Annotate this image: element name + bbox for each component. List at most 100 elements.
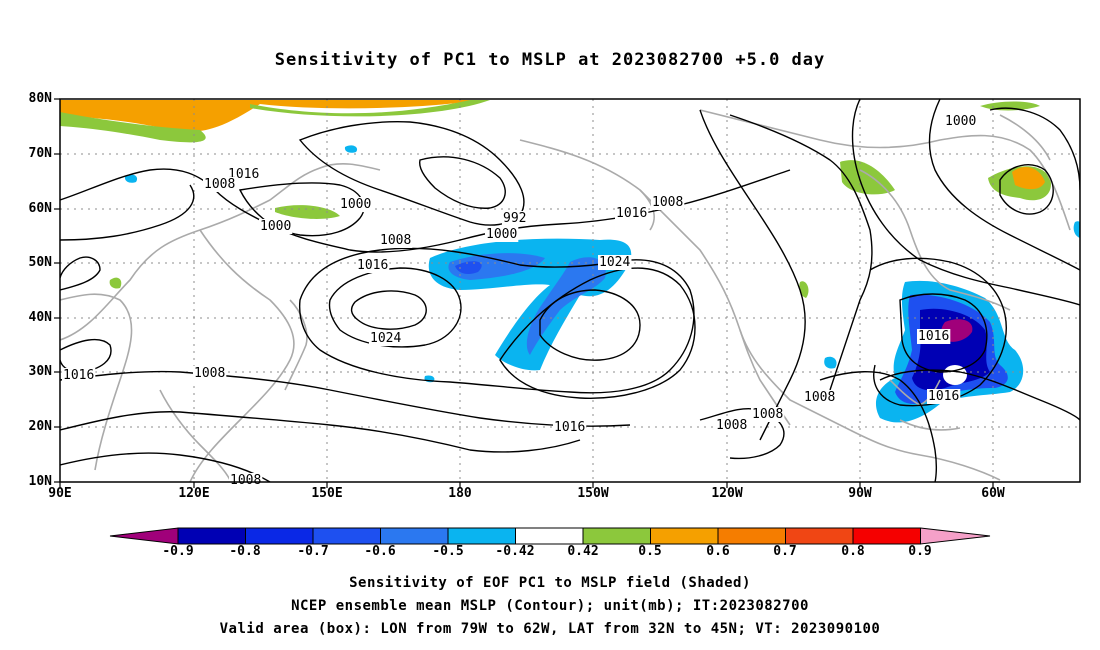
lat-tick-label: 60N bbox=[28, 201, 52, 216]
contour-label: 1000 bbox=[260, 219, 291, 234]
lon-tick-label: 180 bbox=[448, 486, 472, 501]
shade-orange-greenland bbox=[1012, 167, 1045, 190]
colorbar-swatch bbox=[447, 527, 516, 545]
colorbar-swatch bbox=[920, 527, 991, 545]
colorbar-label: -0.8 bbox=[229, 544, 261, 559]
contour-label: 1008 bbox=[194, 366, 225, 381]
contour-label-bg bbox=[651, 195, 685, 210]
shade-white-hole bbox=[943, 365, 967, 385]
colorbar-swatch bbox=[109, 527, 179, 545]
shade-green-small-2 bbox=[799, 281, 809, 298]
shade-green-arctic-2 bbox=[250, 100, 490, 117]
contour-label: 992 bbox=[503, 211, 526, 226]
contour-label: 1000 bbox=[486, 227, 517, 242]
colorbar-swatch bbox=[582, 527, 651, 545]
lon-tick-label: 150W bbox=[577, 486, 609, 501]
contour-label-bg bbox=[598, 255, 632, 270]
colorbar-label: -0.42 bbox=[495, 544, 535, 559]
contour-labels: 1016 1008 1000 1000 1000 992 1016 1008 1… bbox=[62, 114, 978, 488]
contour-label-bg bbox=[339, 197, 373, 212]
contour-label: 1008 bbox=[230, 473, 261, 488]
colorbar-swatch bbox=[650, 527, 719, 545]
colorbar-label: -0.9 bbox=[162, 544, 194, 559]
contour-label: 1016 bbox=[63, 368, 94, 383]
shade-green-northeast bbox=[980, 101, 1040, 111]
colorbar-swatch bbox=[785, 527, 854, 545]
caption-contour: NCEP ensemble mean MSLP (Contour); unit(… bbox=[291, 598, 809, 614]
lat-tick-label: 50N bbox=[28, 255, 52, 270]
lat-tick-label: 30N bbox=[28, 364, 52, 379]
contour-label-bg bbox=[62, 368, 96, 383]
contour-label-bg bbox=[369, 331, 403, 346]
contour-label-bg bbox=[715, 418, 749, 433]
shade-blue-small-1 bbox=[124, 174, 138, 183]
contour-label: 1016 bbox=[928, 389, 959, 404]
plot-frame bbox=[59, 98, 1081, 483]
lat-tick-label: 40N bbox=[28, 310, 52, 325]
colorbar-label: -0.7 bbox=[297, 544, 329, 559]
contour-label-bg bbox=[502, 211, 528, 226]
lat-tick-label: 10N bbox=[28, 474, 52, 489]
shade-green-bering bbox=[275, 205, 340, 219]
shade-green-small bbox=[109, 277, 122, 289]
lat-tick-label: 80N bbox=[28, 91, 52, 106]
colorbar-swatch bbox=[177, 527, 246, 545]
contour-label-bg bbox=[356, 258, 390, 273]
colorbar-label: 0.5 bbox=[638, 544, 662, 559]
contour-label-bg bbox=[615, 206, 649, 221]
contour-label-bg bbox=[944, 114, 978, 129]
colorbar-swatch bbox=[380, 527, 449, 545]
colorbar-label: 0.7 bbox=[773, 544, 797, 559]
map-title: Sensitivity of PC1 to MSLP at 2023082700… bbox=[274, 50, 826, 70]
contour-label: 1008 bbox=[380, 233, 411, 248]
contour-label: 1008 bbox=[716, 418, 747, 433]
shade-dark-blue-pacific bbox=[455, 261, 482, 274]
lon-tick-label: 150E bbox=[311, 486, 343, 501]
lon-tick-label: 60W bbox=[981, 486, 1005, 501]
lon-tick-label: 120E bbox=[178, 486, 210, 501]
caption-valid-area: Valid area (box): LON from 79W to 62W, L… bbox=[219, 621, 881, 637]
colorbar-swatch bbox=[717, 527, 786, 545]
colorbar-label: -0.5 bbox=[432, 544, 464, 559]
lon-tick-label: 120W bbox=[711, 486, 743, 501]
shade-blue-small-3 bbox=[824, 356, 837, 369]
colorbar-label: 0.9 bbox=[908, 544, 932, 559]
contour-label-bg bbox=[803, 390, 837, 405]
contour-label-bg bbox=[927, 389, 961, 404]
contour-label-bg bbox=[193, 366, 227, 381]
contour-label-bg bbox=[229, 473, 263, 488]
lon-tick-label: 90W bbox=[848, 486, 872, 501]
colorbar-swatch bbox=[245, 527, 314, 545]
colorbar-label: 0.42 bbox=[567, 544, 599, 559]
contour-label: 1024 bbox=[370, 331, 401, 346]
shade-blue-small-2 bbox=[344, 145, 358, 153]
shade-green-arctic bbox=[60, 112, 206, 143]
contour-label: 1000 bbox=[945, 114, 976, 129]
contour-label-bg bbox=[485, 227, 519, 242]
contour-label: 1008 bbox=[752, 407, 783, 422]
colorbar-label: 0.6 bbox=[706, 544, 730, 559]
contour-label-bg bbox=[203, 177, 237, 192]
mslp-contours bbox=[60, 99, 1080, 482]
shade-blue-small-4 bbox=[1073, 221, 1080, 238]
contour-label: 1016 bbox=[616, 206, 647, 221]
contour-label: 1008 bbox=[204, 177, 235, 192]
colorbar-label: -0.6 bbox=[364, 544, 396, 559]
colorbar-swatch bbox=[852, 527, 921, 545]
colorbar-label: 0.8 bbox=[841, 544, 865, 559]
contour-label: 1016 bbox=[918, 329, 949, 344]
lat-tick-label: 20N bbox=[28, 419, 52, 434]
contour-label-bg bbox=[259, 219, 293, 234]
colorbar-swatch bbox=[515, 527, 584, 545]
contour-label: 1024 bbox=[599, 255, 630, 270]
contour-label: 1000 bbox=[340, 197, 371, 212]
lat-tick-label: 70N bbox=[28, 146, 52, 161]
contour-label-bg bbox=[379, 233, 413, 248]
contour-label-bg bbox=[553, 420, 587, 435]
colorbar-swatch bbox=[312, 527, 381, 545]
caption-shaded: Sensitivity of EOF PC1 to MSLP field (Sh… bbox=[349, 575, 751, 591]
contour-label-bg bbox=[751, 407, 785, 422]
axis-ticks bbox=[54, 98, 994, 488]
contour-label: 1016 bbox=[357, 258, 388, 273]
